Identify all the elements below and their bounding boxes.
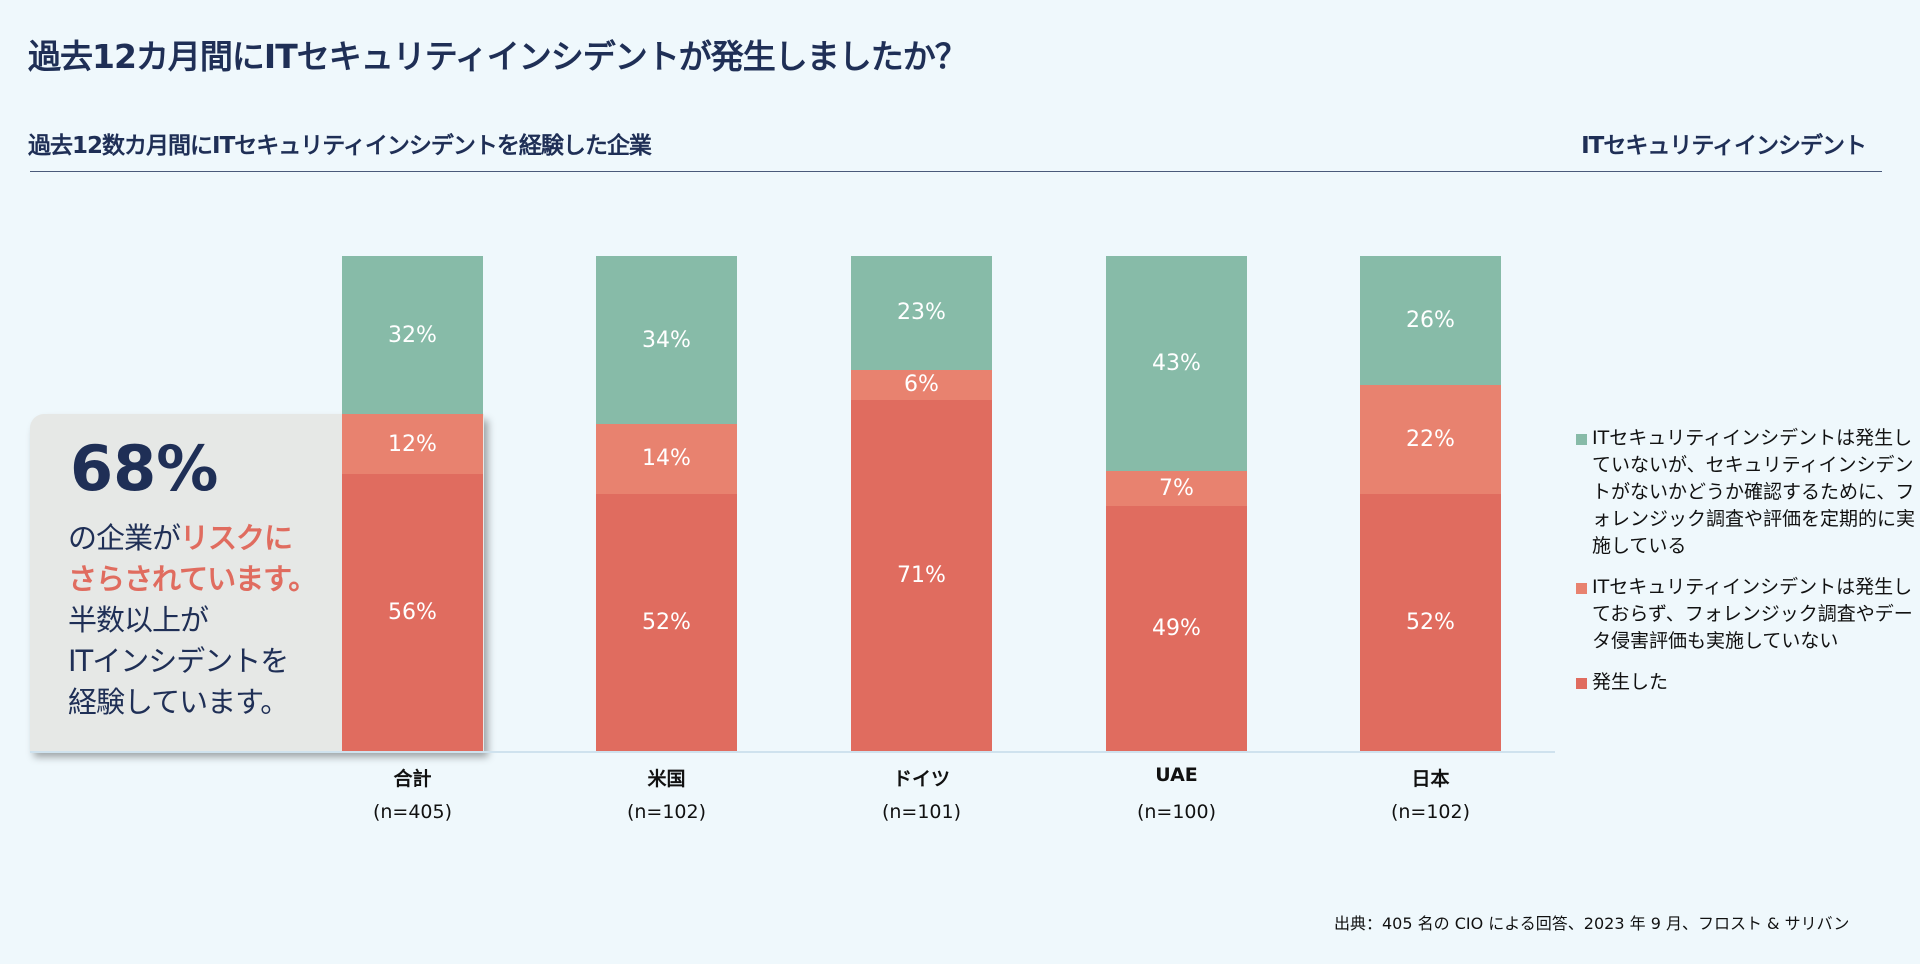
sample-size-label: (n=101) [881, 801, 962, 823]
data-label: 6% [904, 372, 939, 398]
bar-segment: 56% [342, 473, 483, 751]
bar-segment: 32% [342, 256, 483, 415]
data-label: 52% [642, 609, 691, 635]
source-footnote: 出典：405 名の CIO による回答、2023 年 9 月、フロスト & サリ… [1334, 914, 1850, 933]
callout-line3: 半数以上が [68, 603, 209, 637]
sample-size-label: (n=100) [1136, 801, 1217, 823]
bar-segment: 34% [596, 256, 737, 425]
bar-segment: 49% [1106, 506, 1247, 751]
sample-size-label: (n=102) [626, 801, 707, 823]
legend-label: ITセキュリティインシデントは発生しておらず、フォレンジック調査やデータ侵害評価… [1592, 576, 1913, 652]
sample-size-label: (n=405) [372, 801, 453, 823]
bar-segment: 71% [851, 399, 992, 751]
page-title: 過去12カ月間にITセキュリティインシデントが発生しましたか？ [28, 37, 968, 76]
bar-segment: 52% [596, 493, 737, 751]
data-label: 49% [1152, 616, 1201, 641]
chart-subtitle: 過去12数カ月間にITセキュリティインシデントを経験した企業 [28, 133, 652, 159]
category-label: 日本 [1411, 768, 1450, 790]
data-label: 34% [642, 327, 691, 353]
legend-label: ITセキュリティインシデントは発生していないが、セキュリティインシデントがないか… [1592, 427, 1916, 557]
data-label: 23% [897, 300, 946, 326]
callout-stat: 68% [70, 432, 219, 505]
data-label: 32% [388, 322, 437, 348]
callout-line1-pre: の企業が [68, 521, 181, 555]
category-label: 米国 [647, 768, 686, 790]
data-label: 52% [1406, 609, 1455, 635]
legend-swatch [1576, 434, 1587, 445]
callout-text: の企業がリスクに さらされています。 半数以上が ITインシデントを 経験してい… [68, 518, 317, 723]
chart-subtitle-right: ITセキュリティインシデント [1581, 133, 1867, 159]
bar-segment: 12% [342, 414, 483, 474]
bar-segment: 14% [596, 424, 737, 494]
callout-line1-highlight: リスクに [180, 521, 293, 555]
bar-segment: 22% [1360, 384, 1501, 494]
data-label: 43% [1152, 351, 1201, 376]
legend-swatch [1576, 678, 1587, 689]
category-label: UAE [1155, 764, 1198, 786]
callout-line4: ITインシデントを [68, 644, 289, 678]
legend-item-no-incident-assessed: ITセキュリティインシデントは発生していないが、セキュリティインシデントがないか… [1576, 425, 1916, 560]
bar-segment: 23% [851, 256, 992, 370]
data-label: 56% [388, 599, 437, 625]
bar-segment: 7% [1106, 471, 1247, 506]
legend: ITセキュリティインシデントは発生していないが、セキュリティインシデントがないか… [1576, 425, 1916, 710]
bar-segment: 52% [1360, 493, 1501, 751]
chart-baseline [30, 751, 1555, 753]
bar-segment: 43% [1106, 256, 1247, 471]
legend-item-no-incident-not-assessed: ITセキュリティインシデントは発生しておらず、フォレンジック調査やデータ侵害評価… [1576, 574, 1916, 655]
callout-line5: 経験しています。 [68, 685, 289, 719]
legend-label: 発生した [1592, 671, 1669, 693]
data-label: 12% [388, 431, 437, 457]
sample-size-label: (n=102) [1390, 801, 1471, 823]
data-label: 26% [1406, 307, 1455, 333]
data-label: 22% [1406, 426, 1455, 452]
category-label: ドイツ [892, 768, 950, 790]
legend-item-occurred: 発生した [1576, 669, 1916, 696]
bar-segment: 6% [851, 369, 992, 400]
legend-swatch [1576, 583, 1587, 594]
callout-line2-highlight: さらされています。 [68, 562, 317, 596]
bar-segment: 26% [1360, 256, 1501, 385]
data-label: 71% [897, 562, 946, 588]
category-label: 合計 [393, 768, 432, 790]
divider [30, 171, 1882, 172]
data-label: 7% [1159, 476, 1194, 501]
data-label: 14% [642, 446, 691, 472]
